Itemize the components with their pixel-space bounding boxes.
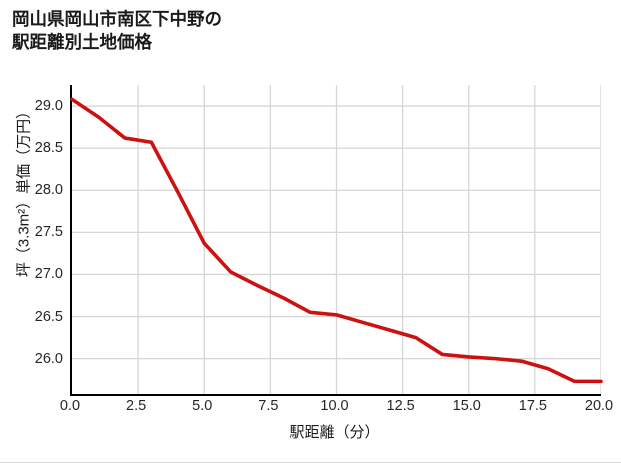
y-axis-tick-labels: 29.0 28.5 28.0 27.5 27.0 26.5 26.0	[0, 85, 63, 394]
y-axis-tick-label: 27.0	[34, 266, 63, 283]
y-axis-title: 坪（3.3m²）単価（万円）	[15, 103, 33, 278]
x-axis-tick-label: 7.5	[258, 398, 279, 414]
data-line-series	[70, 97, 603, 384]
y-axis-tick-label: 28.5	[34, 140, 63, 157]
x-axis-tick-label: 5.0	[192, 398, 213, 414]
chart-title: 岡山県岡山市南区下中野の 駅距離別土地価格	[12, 9, 222, 53]
y-axis-tick-label: 27.5	[34, 224, 63, 241]
x-axis-tick-label: 2.5	[126, 398, 147, 414]
price-line	[70, 97, 603, 384]
x-axis-tick-labels: 0.0 2.5 5.0 7.5 10.0 12.5 15.0 17.5 20.0	[60, 398, 613, 420]
x-axis-tick-label: 0.0	[59, 398, 81, 414]
figure-bottom-divider	[0, 462, 621, 463]
x-axis-title: 駅距離（分）	[289, 424, 380, 441]
plot-area	[70, 85, 603, 396]
y-axis-tick-label: 26.0	[34, 350, 63, 367]
x-axis-tick-label: 20.0	[584, 398, 614, 414]
y-axis-tick-label: 28.0	[34, 182, 63, 199]
y-axis-tick-label: 29.0	[34, 98, 63, 115]
x-axis-tick-label: 10.0	[320, 398, 349, 414]
x-axis-tick-label: 12.5	[386, 398, 415, 414]
x-axis-tick-label: 17.5	[518, 398, 547, 414]
x-axis-tick-label: 15.0	[452, 398, 481, 414]
y-axis-tick-label: 26.5	[34, 308, 63, 325]
